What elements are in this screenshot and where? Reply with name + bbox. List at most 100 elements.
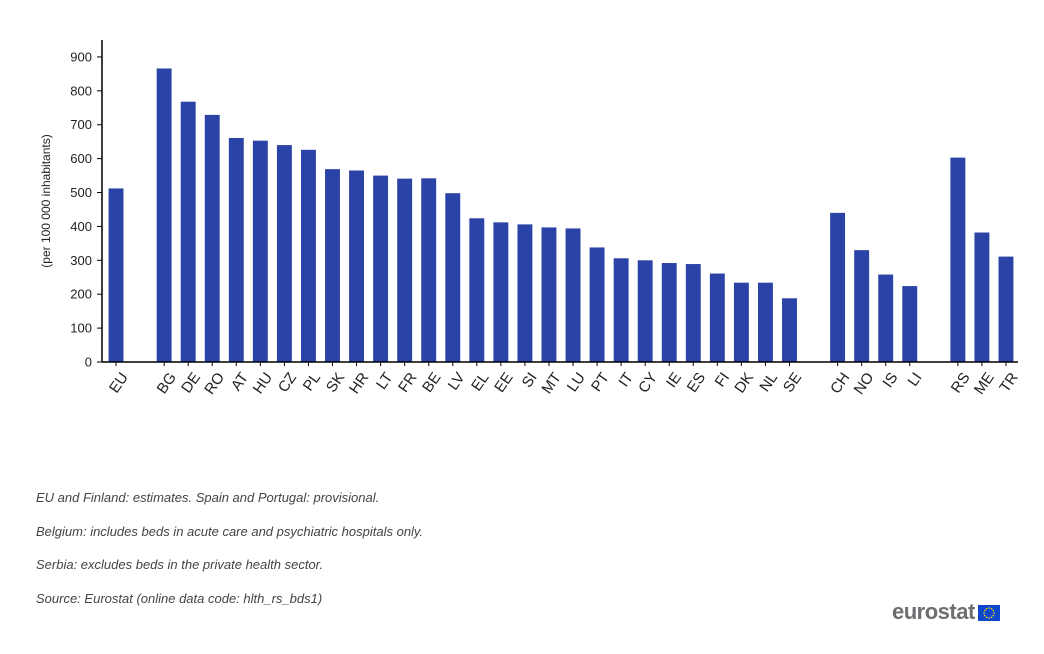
y-tick-label: 0 — [85, 355, 92, 370]
bar-lt[interactable] — [373, 175, 389, 362]
x-tick-label-eu: EU — [106, 370, 132, 397]
x-tick-label-bg: BG — [154, 370, 180, 398]
x-tick-label-is: IS — [879, 370, 901, 391]
y-tick-label: 700 — [70, 117, 92, 132]
bar-rs[interactable] — [950, 157, 966, 362]
flag-field — [977, 605, 1000, 621]
bar-me[interactable] — [974, 232, 990, 362]
y-tick-label: 300 — [70, 253, 92, 268]
x-tick-label-cy: CY — [635, 370, 661, 397]
bar-hr[interactable] — [349, 170, 365, 362]
x-tick-label-li: LI — [904, 370, 925, 390]
flag-star — [982, 612, 985, 614]
bar-ie[interactable] — [661, 263, 677, 362]
flag-star — [983, 609, 986, 612]
x-tick-label-ch: CH — [827, 370, 853, 398]
bar-tr[interactable] — [998, 256, 1014, 362]
x-tick-label-fr: FR — [395, 369, 420, 395]
bar-at[interactable] — [228, 137, 244, 362]
bar-nl[interactable] — [757, 282, 773, 362]
bar-mt[interactable] — [541, 227, 557, 362]
bar-pl[interactable] — [300, 149, 316, 362]
flag-star — [992, 609, 994, 612]
y-tick-label: 400 — [70, 219, 92, 234]
y-tick-label: 100 — [70, 321, 92, 336]
flag-star — [990, 616, 993, 619]
footnote-serbia: Serbia: excludes beds in the private hea… — [36, 557, 324, 572]
chart-area: 0 100 200 300 400 500 600 700 800 900 EU BG DE RO AT H… — [39, 40, 1022, 398]
x-tick-label-fi: FI — [712, 370, 734, 391]
bar-ch[interactable] — [830, 212, 846, 362]
bar-cz[interactable] — [276, 145, 292, 362]
x-tick-label-hu: HU — [250, 370, 276, 398]
bar-sk[interactable] — [325, 169, 340, 362]
eurostat-wordmark: eurostat — [892, 599, 975, 624]
x-tick-label-se: SE — [780, 370, 805, 396]
bar-be[interactable] — [421, 178, 437, 362]
x-tick-label-hr: HR — [346, 369, 372, 397]
x-tick-label-me: ME — [971, 370, 998, 398]
bar-si[interactable] — [517, 224, 533, 362]
y-tick-label: 600 — [70, 151, 92, 166]
x-tick-label-de: DE — [178, 370, 204, 397]
bar-bg[interactable] — [156, 68, 172, 362]
footnote-belgium: Belgium: includes beds in acute care and… — [36, 523, 424, 539]
footnote-source: Source: Eurostat (online data code: hlth… — [36, 590, 323, 606]
flag-star — [987, 617, 990, 619]
x-tick-label-pt: PT — [588, 370, 613, 395]
x-tick-label-ro: RO — [201, 370, 228, 398]
x-tick-label-rs: RS — [948, 370, 974, 397]
x-tick-label-lu: LU — [564, 370, 589, 395]
x-tick-label-dk: DK — [731, 370, 757, 397]
footnotes: EU and Finland: estimates. Spain and Por… — [36, 488, 423, 622]
x-tick-label-ie: IE — [663, 370, 685, 391]
x-tick-label-lv: LV — [445, 370, 469, 394]
bar-it[interactable] — [613, 258, 629, 362]
eurostat-logo: eurostat — [892, 598, 1012, 626]
x-tick-label-sk: SK — [323, 370, 348, 396]
bar-se[interactable] — [782, 298, 797, 362]
bar-lu[interactable] — [565, 228, 581, 362]
x-tick-label-be: BE — [419, 370, 444, 396]
x-tick-label-no: NO — [851, 370, 878, 398]
bar-eu[interactable] — [108, 188, 124, 362]
y-axis-title: (per 100 000 inhabitants) — [39, 134, 53, 267]
x-tick-label-at: AT — [228, 370, 252, 395]
bar-pt[interactable] — [589, 247, 605, 362]
flag-star — [992, 612, 995, 614]
bar-li[interactable] — [902, 286, 918, 362]
flag-star — [992, 614, 994, 617]
flag-star — [990, 607, 993, 610]
bar-lv[interactable] — [445, 193, 461, 362]
bar-no[interactable] — [854, 250, 870, 362]
x-tick-label-mt: MT — [538, 370, 564, 398]
bar-ee[interactable] — [493, 222, 509, 362]
x-tick-label-es: ES — [684, 370, 709, 396]
y-tick-label: 200 — [70, 287, 92, 302]
x-tick-label-el: EL — [468, 370, 492, 395]
y-tick-label: 500 — [70, 185, 92, 200]
bar-fi[interactable] — [709, 273, 725, 362]
flag-star — [987, 607, 990, 609]
bar-de[interactable] — [180, 101, 196, 363]
bar-fr[interactable] — [397, 178, 413, 362]
flag-star — [985, 616, 988, 619]
x-tick-label-it: IT — [615, 370, 637, 391]
bar-es[interactable] — [685, 264, 701, 362]
y-tick-label: 900 — [70, 49, 92, 64]
flag-star — [985, 607, 988, 610]
bar-ro[interactable] — [204, 114, 220, 362]
flag-star — [983, 614, 986, 617]
footnote-estimates: EU and Finland: estimates. Spain and Por… — [36, 490, 380, 505]
bar-hu[interactable] — [252, 140, 268, 362]
bar-el[interactable] — [469, 218, 485, 362]
bar-dk[interactable] — [733, 282, 749, 362]
x-tick-label-tr: TR — [996, 369, 1021, 395]
x-tick-label-ee: EE — [491, 370, 516, 396]
bar-is[interactable] — [878, 274, 894, 362]
x-tick-label-cz: CZ — [275, 370, 300, 396]
x-tick-label-pl: PL — [300, 370, 324, 395]
bar-cy[interactable] — [637, 260, 653, 362]
eu-flag-icon — [977, 605, 1000, 621]
